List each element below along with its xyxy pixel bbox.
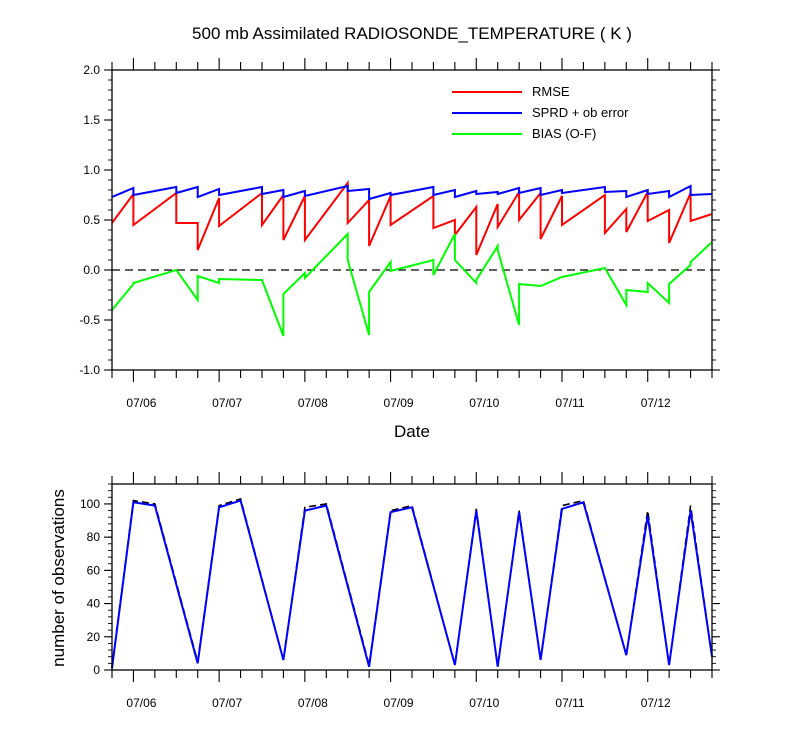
y-tick-label: -1.0 [79,363,100,377]
top-plot-ticks [104,58,720,382]
x-tick-label: 07/06 [126,396,156,410]
legend-label: BIAS (O-F) [532,126,596,141]
x-tick-label: 07/07 [212,696,242,710]
y-tick-label: 0.5 [83,213,100,227]
series-line-1 [111,499,713,669]
bottom-plot-ticks [104,472,720,682]
x-tick-label: 07/12 [641,396,671,410]
x-tick-label: 07/11 [555,396,584,410]
top-plot-y-tick-labels: 2.0 1.5 1.0 0.5 0.0 -0.5 -1.0 [79,63,100,377]
x-tick-label: 07/11 [555,696,584,710]
series-line-1 [111,184,713,201]
top-plot-x-tick-labels: 07/06 07/07 07/08 07/09 07/10 07/11 07/12 [126,396,671,410]
y-axis-label: number of observations [49,489,68,667]
y-tick-label: 20 [87,630,101,644]
x-tick-label: 07/08 [298,696,328,710]
bottom-plot-y-tick-labels: 0 20 40 60 80 100 [80,497,100,677]
y-tick-label: 60 [87,563,101,577]
bottom-plot-series [111,497,713,669]
chart-title: 500 mb Assimilated RADIOSONDE_TEMPERATUR… [192,24,632,43]
y-tick-label: 0 [93,663,100,677]
legend: RMSE SPRD + ob error BIAS (O-F) [452,84,629,141]
x-tick-label: 07/09 [384,396,414,410]
top-plot-frame [111,69,713,371]
x-tick-label: 07/09 [384,696,414,710]
y-tick-label: 2.0 [83,63,100,77]
y-tick-label: 0.0 [83,263,100,277]
x-tick-label: 07/10 [469,696,499,710]
y-tick-label: 1.5 [83,113,100,127]
x-tick-label: 07/07 [212,396,242,410]
x-tick-label: 07/12 [641,696,671,710]
series-line-2 [111,231,713,337]
y-tick-label: 100 [80,497,100,511]
y-tick-label: 1.0 [83,163,100,177]
y-tick-label: 40 [87,597,101,611]
bottom-plot-frame [111,483,713,671]
bottom-plot-x-tick-labels: 07/06 07/07 07/08 07/09 07/10 07/11 07/12 [126,696,671,710]
y-tick-label: -0.5 [79,313,100,327]
top-plot-series [111,180,713,337]
top-plot-panel: 2.01.51.00.50.0-0.5-1.0 07/06 07/07 07/08 0… [79,58,720,410]
x-tick-label: 07/06 [126,696,156,710]
legend-label: SPRD + ob error [532,105,629,120]
series-line-0 [111,180,713,256]
x-tick-label: 07/10 [469,396,499,410]
x-tick-label: 07/08 [298,396,328,410]
y-tick-label: 80 [87,530,101,544]
x-axis-label: Date [394,422,430,441]
legend-label: RMSE [532,84,570,99]
